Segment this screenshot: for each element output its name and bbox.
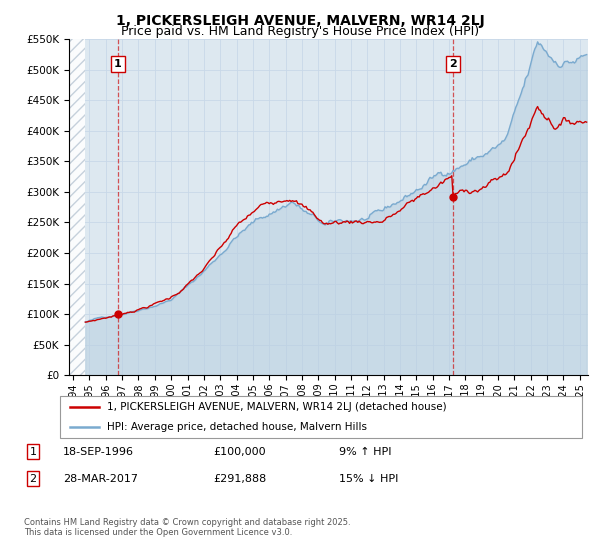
Text: 1, PICKERSLEIGH AVENUE, MALVERN, WR14 2LJ: 1, PICKERSLEIGH AVENUE, MALVERN, WR14 2L… [116,14,484,28]
Text: 1: 1 [29,447,37,457]
Text: £100,000: £100,000 [213,447,266,457]
Text: 2: 2 [449,59,457,69]
Text: Contains HM Land Registry data © Crown copyright and database right 2025.
This d: Contains HM Land Registry data © Crown c… [24,518,350,538]
Text: 18-SEP-1996: 18-SEP-1996 [63,447,134,457]
Text: HPI: Average price, detached house, Malvern Hills: HPI: Average price, detached house, Malv… [107,422,367,432]
Bar [69,39,85,375]
FancyBboxPatch shape [60,396,582,438]
Text: 1: 1 [113,59,121,69]
Text: 9% ↑ HPI: 9% ↑ HPI [339,447,391,457]
Text: Price paid vs. HM Land Registry's House Price Index (HPI): Price paid vs. HM Land Registry's House … [121,25,479,38]
Text: 1, PICKERSLEIGH AVENUE, MALVERN, WR14 2LJ (detached house): 1, PICKERSLEIGH AVENUE, MALVERN, WR14 2L… [107,402,446,412]
Text: 15% ↓ HPI: 15% ↓ HPI [339,474,398,484]
Text: 2: 2 [29,474,37,484]
Text: £291,888: £291,888 [213,474,266,484]
Text: 28-MAR-2017: 28-MAR-2017 [63,474,138,484]
